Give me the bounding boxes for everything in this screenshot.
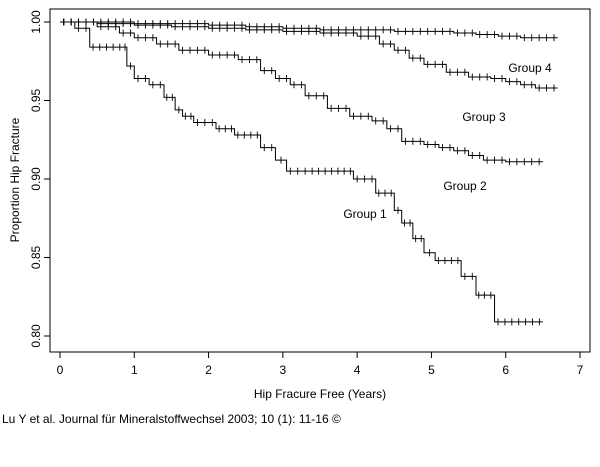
x-tick-label: 5 [428,363,435,377]
group-3-label: Group 3 [462,110,506,124]
x-axis: 0 1 2 3 4 5 6 7 [57,351,584,377]
y-tick-label: 0.80 [29,324,43,348]
x-tick-label: 2 [205,363,212,377]
y-tick-label: 0.85 [29,245,43,269]
group-1-curve [60,21,543,323]
x-tick-label: 0 [57,363,64,377]
group-1-label: Group 1 [343,207,387,221]
y-axis: 0.80 0.85 0.90 0.95 1.00 [29,10,51,348]
group-2-label: Group 2 [443,179,487,193]
citation-text: Lu Y et al. Journal für Mineralstoffwech… [2,412,341,426]
y-axis-title: Proportion Hip Fracture [8,117,22,242]
x-tick-label: 6 [502,363,509,377]
x-tick-label: 1 [131,363,138,377]
group-1-censor-marks [63,18,540,326]
x-tick-label: 3 [280,363,287,377]
x-tick-label: 4 [354,363,361,377]
group-2-censor-marks [63,18,540,166]
group-3-curve [60,21,558,89]
group-2-curve [60,21,543,163]
x-tick-label: 7 [577,363,584,377]
y-tick-label: 0.90 [29,167,43,191]
x-axis-title: Hip Fracure Free (Years) [254,387,386,401]
group-4-censor-marks [63,18,555,42]
y-tick-label: 1.00 [29,10,43,34]
survival-curves: Group 1 Group 2 Group 3 Group 4 [60,18,558,326]
y-tick-label: 0.95 [29,88,43,112]
group-4-label: Group 4 [508,61,552,75]
